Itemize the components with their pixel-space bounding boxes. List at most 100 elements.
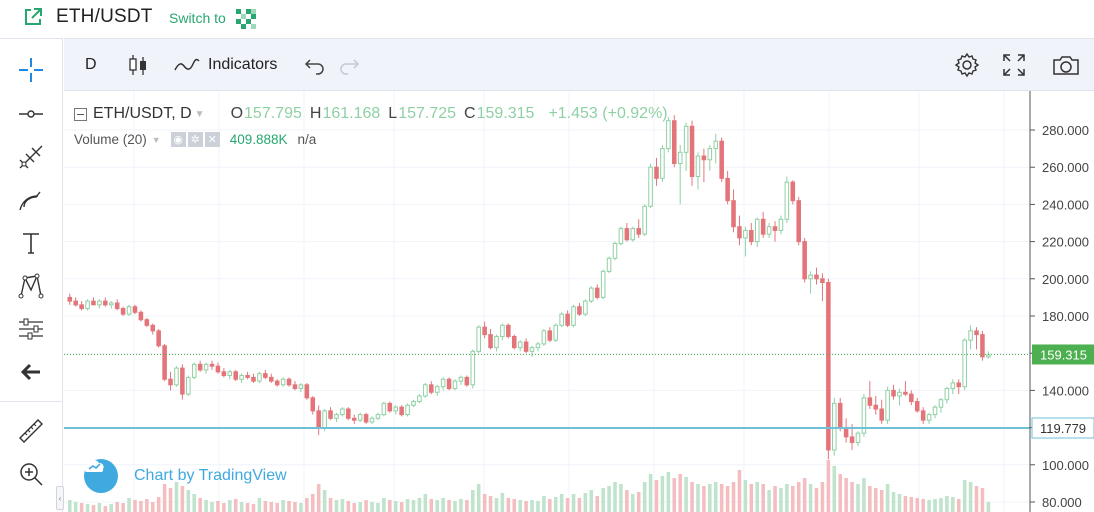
close-icon[interactable]: ✕ bbox=[204, 132, 220, 147]
switch-to-link[interactable]: Switch to bbox=[169, 10, 226, 26]
candle-body bbox=[879, 408, 884, 421]
text-icon[interactable] bbox=[14, 228, 48, 258]
volume-bar bbox=[482, 494, 487, 512]
crosshair-icon[interactable] bbox=[14, 55, 48, 85]
candle-body bbox=[322, 410, 327, 429]
volume-bar bbox=[595, 496, 600, 512]
volume-value: 409.888K bbox=[229, 132, 288, 147]
collapse-legend-icon[interactable] bbox=[74, 107, 87, 121]
prediction-icon[interactable] bbox=[14, 314, 48, 344]
volume-bar bbox=[548, 499, 552, 512]
zoom-in-icon[interactable] bbox=[14, 459, 48, 489]
candle-body bbox=[867, 397, 873, 406]
candle-body bbox=[660, 148, 665, 179]
horizontal-line-icon[interactable] bbox=[14, 99, 48, 129]
candle-body bbox=[156, 330, 161, 347]
indicators-icon bbox=[174, 55, 200, 75]
candle-body bbox=[393, 406, 399, 412]
chart-canvas[interactable]: 280.000 260.000 240.000 220.000 200.000 180.0… bbox=[64, 91, 1094, 512]
volume-bar bbox=[133, 500, 137, 512]
volume-bar bbox=[305, 498, 309, 512]
volume-bar bbox=[447, 500, 451, 512]
settings-icon[interactable] bbox=[954, 39, 980, 91]
candle-body bbox=[464, 376, 470, 386]
camera-icon[interactable] bbox=[1052, 39, 1080, 91]
fullscreen-icon[interactable] bbox=[1002, 39, 1026, 91]
volume-bar bbox=[951, 497, 955, 512]
redo-icon[interactable] bbox=[338, 39, 360, 91]
volume-bar bbox=[435, 500, 439, 512]
volume-bar bbox=[275, 503, 279, 512]
candle-body bbox=[938, 399, 944, 408]
volume-bar bbox=[346, 501, 351, 512]
volume-bar bbox=[820, 482, 825, 512]
gear-icon[interactable]: ✲ bbox=[187, 132, 203, 147]
interval-button[interactable]: D bbox=[85, 56, 97, 73]
undo-icon[interactable] bbox=[304, 39, 326, 91]
volume-bar bbox=[779, 488, 783, 512]
toolbar-divider bbox=[0, 401, 62, 402]
candle-body bbox=[814, 274, 819, 280]
tradingview-branding[interactable]: Chart by TradingView bbox=[84, 459, 287, 493]
candle-body bbox=[547, 330, 553, 341]
candle-body bbox=[144, 319, 150, 326]
candle-body bbox=[304, 384, 310, 399]
volume-bar bbox=[802, 478, 807, 512]
volume-ma-value: n/a bbox=[297, 132, 317, 147]
chevron-down-icon[interactable]: ▼ bbox=[194, 108, 205, 120]
ruler-icon[interactable] bbox=[14, 416, 48, 446]
price-chart[interactable]: 280.000 260.000 240.000 220.000 200.000 180.0… bbox=[64, 91, 1094, 512]
candle-body bbox=[600, 270, 606, 298]
chevron-down-icon[interactable]: ▼ bbox=[151, 134, 161, 145]
external-link-icon[interactable] bbox=[23, 7, 43, 27]
candle-body bbox=[280, 378, 286, 386]
candle-body bbox=[500, 324, 505, 337]
candle-body bbox=[517, 341, 523, 349]
volume-bar bbox=[316, 484, 321, 512]
candle-body bbox=[677, 151, 683, 164]
candle-body bbox=[239, 375, 244, 380]
candle-body bbox=[719, 140, 724, 179]
candle-body bbox=[429, 384, 434, 393]
volume-bar bbox=[257, 498, 262, 512]
candle-body bbox=[126, 306, 132, 315]
brush-icon[interactable] bbox=[14, 185, 48, 215]
candles-icon[interactable] bbox=[127, 39, 149, 91]
volume-bar bbox=[222, 503, 226, 512]
price-axis-label: 260.000 bbox=[1042, 160, 1089, 175]
volume-bar bbox=[186, 490, 191, 512]
last-price-label: 159.315 bbox=[1040, 347, 1087, 362]
candle-body bbox=[215, 365, 221, 373]
candle-body bbox=[387, 402, 393, 412]
candle-body bbox=[926, 414, 932, 421]
volume-bar bbox=[542, 496, 546, 512]
candle-body bbox=[618, 228, 624, 244]
volume-bar bbox=[79, 503, 84, 512]
candle-body bbox=[494, 335, 499, 349]
collapse-toolbar-handle[interactable]: ‹ bbox=[56, 486, 64, 510]
volume-bar bbox=[441, 498, 445, 512]
candle-body bbox=[482, 326, 487, 336]
drawing-toolbar: ‹ bbox=[0, 38, 64, 512]
volume-bar bbox=[601, 488, 605, 512]
candle-body bbox=[980, 334, 985, 358]
eye-icon[interactable]: ◉ bbox=[170, 132, 186, 147]
pitchfork-icon[interactable] bbox=[14, 142, 48, 172]
legend-c-label: C bbox=[464, 105, 476, 122]
candle-body bbox=[114, 302, 120, 310]
volume-bar bbox=[245, 503, 250, 512]
qr-grid-icon[interactable] bbox=[236, 9, 256, 29]
candle-body bbox=[713, 140, 719, 150]
volume-bar bbox=[761, 484, 765, 512]
volume-bar bbox=[216, 501, 220, 512]
volume-bar bbox=[625, 490, 629, 512]
candle-body bbox=[968, 330, 973, 341]
pattern-icon[interactable] bbox=[14, 271, 48, 301]
back-arrow-icon[interactable] bbox=[14, 357, 48, 387]
indicators-label: Indicators bbox=[208, 56, 278, 73]
volume-bar bbox=[571, 494, 576, 512]
candle-body bbox=[636, 228, 641, 235]
indicators-button[interactable]: Indicators bbox=[174, 39, 277, 91]
candle-body bbox=[986, 354, 991, 358]
volume-bar bbox=[476, 484, 481, 512]
